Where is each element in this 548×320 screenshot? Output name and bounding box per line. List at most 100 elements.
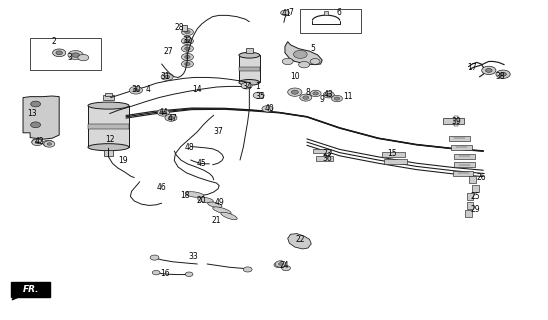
Bar bbox=[443, 118, 464, 124]
Bar bbox=[382, 152, 405, 157]
Text: 43: 43 bbox=[324, 90, 334, 99]
Polygon shape bbox=[285, 42, 322, 65]
Circle shape bbox=[181, 37, 193, 44]
Circle shape bbox=[500, 72, 506, 76]
Circle shape bbox=[181, 60, 193, 68]
Bar bbox=[453, 171, 473, 176]
Text: 48: 48 bbox=[184, 143, 194, 152]
Ellipse shape bbox=[239, 52, 260, 58]
Circle shape bbox=[282, 58, 293, 65]
Bar bbox=[469, 176, 476, 183]
Circle shape bbox=[281, 10, 289, 15]
Circle shape bbox=[332, 95, 342, 102]
Circle shape bbox=[181, 28, 193, 36]
Text: 5: 5 bbox=[310, 44, 315, 52]
Bar bbox=[246, 48, 253, 53]
Text: 3: 3 bbox=[68, 53, 72, 62]
Circle shape bbox=[496, 70, 510, 78]
Text: 6: 6 bbox=[336, 8, 341, 17]
Circle shape bbox=[32, 139, 43, 146]
Circle shape bbox=[181, 45, 193, 52]
Circle shape bbox=[274, 262, 283, 268]
Text: 13: 13 bbox=[27, 109, 37, 118]
Circle shape bbox=[185, 55, 190, 59]
Text: 15: 15 bbox=[387, 149, 397, 158]
Text: 17: 17 bbox=[467, 63, 477, 72]
Circle shape bbox=[164, 75, 170, 78]
Text: 22: 22 bbox=[295, 236, 305, 244]
Circle shape bbox=[482, 66, 496, 75]
Bar bbox=[239, 55, 260, 83]
Ellipse shape bbox=[88, 144, 129, 151]
Text: 37: 37 bbox=[213, 127, 223, 136]
Text: 36: 36 bbox=[323, 154, 333, 163]
Circle shape bbox=[35, 141, 39, 144]
Text: 11: 11 bbox=[343, 92, 353, 100]
Bar bbox=[11, 282, 50, 297]
Text: 7: 7 bbox=[288, 8, 293, 17]
Bar bbox=[30, 38, 101, 70]
Circle shape bbox=[282, 266, 290, 271]
Circle shape bbox=[313, 92, 318, 95]
Text: 24: 24 bbox=[279, 261, 289, 270]
Bar bbox=[454, 154, 475, 158]
Text: 49: 49 bbox=[214, 198, 224, 207]
Bar bbox=[454, 116, 458, 126]
Ellipse shape bbox=[213, 207, 231, 214]
Bar bbox=[88, 124, 129, 129]
Circle shape bbox=[53, 49, 66, 57]
Circle shape bbox=[181, 53, 193, 60]
Circle shape bbox=[300, 94, 312, 101]
Circle shape bbox=[129, 86, 142, 94]
Circle shape bbox=[185, 39, 190, 43]
Circle shape bbox=[161, 111, 166, 114]
Text: 44: 44 bbox=[158, 108, 168, 116]
Circle shape bbox=[310, 59, 320, 64]
Text: 27: 27 bbox=[164, 47, 174, 56]
Bar bbox=[465, 210, 472, 217]
Circle shape bbox=[133, 89, 139, 92]
Circle shape bbox=[78, 54, 89, 61]
Bar bbox=[103, 95, 114, 100]
Bar bbox=[300, 9, 361, 33]
Ellipse shape bbox=[221, 212, 237, 220]
Text: 30: 30 bbox=[131, 85, 141, 94]
Bar bbox=[316, 156, 333, 161]
Circle shape bbox=[44, 141, 55, 147]
Circle shape bbox=[31, 122, 41, 128]
Text: 2: 2 bbox=[52, 37, 56, 46]
Bar bbox=[467, 193, 473, 200]
Text: 32: 32 bbox=[182, 36, 192, 44]
Circle shape bbox=[303, 96, 309, 100]
Circle shape bbox=[275, 261, 286, 267]
Text: 12: 12 bbox=[105, 135, 115, 144]
Circle shape bbox=[486, 68, 492, 72]
Bar bbox=[313, 149, 331, 153]
Text: 16: 16 bbox=[161, 269, 170, 278]
Circle shape bbox=[35, 140, 40, 143]
Text: 9: 9 bbox=[320, 95, 324, 104]
Bar bbox=[451, 145, 472, 149]
Text: 1: 1 bbox=[255, 82, 260, 91]
Ellipse shape bbox=[88, 102, 129, 109]
Circle shape bbox=[157, 109, 169, 116]
Circle shape bbox=[185, 62, 190, 66]
Text: 31: 31 bbox=[161, 72, 170, 81]
Ellipse shape bbox=[294, 51, 307, 59]
Bar bbox=[88, 106, 129, 147]
Circle shape bbox=[310, 90, 321, 97]
Circle shape bbox=[185, 30, 190, 34]
Text: 4: 4 bbox=[146, 85, 150, 94]
Polygon shape bbox=[288, 234, 311, 249]
Text: 39: 39 bbox=[451, 117, 461, 126]
Ellipse shape bbox=[239, 80, 260, 85]
Circle shape bbox=[31, 101, 41, 107]
Text: 41: 41 bbox=[281, 9, 291, 18]
Text: 34: 34 bbox=[243, 82, 253, 91]
Text: 45: 45 bbox=[197, 159, 207, 168]
Ellipse shape bbox=[198, 197, 213, 203]
Circle shape bbox=[292, 90, 298, 94]
Circle shape bbox=[253, 92, 264, 99]
Text: 42: 42 bbox=[35, 137, 44, 146]
Text: 46: 46 bbox=[157, 183, 167, 192]
